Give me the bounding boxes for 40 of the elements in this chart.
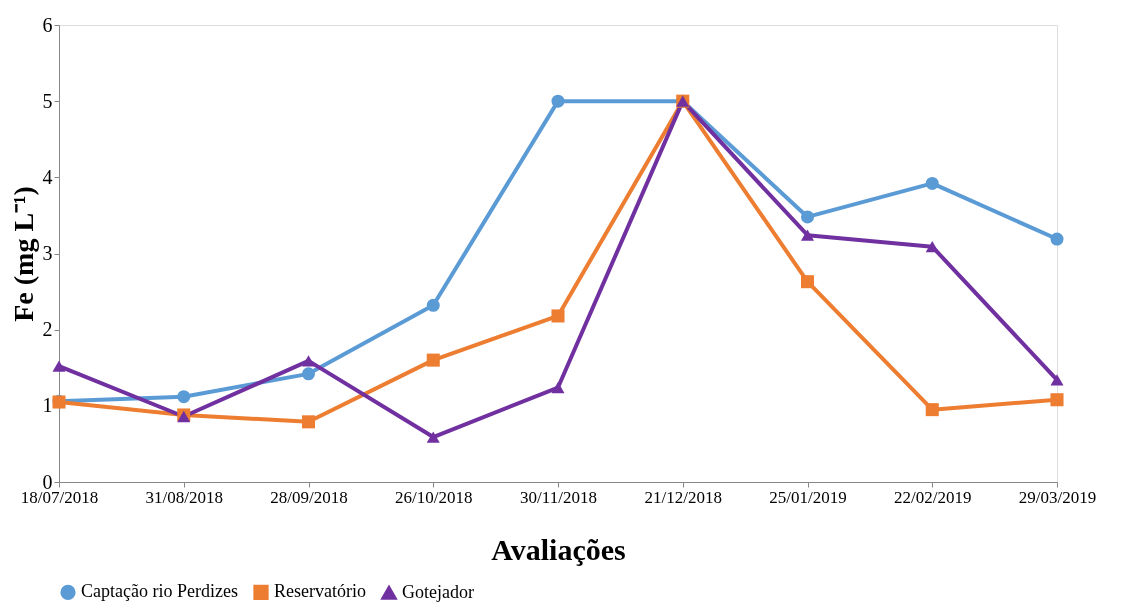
x-tick-label: 28/09/2018 xyxy=(270,487,348,507)
point xyxy=(301,415,316,429)
point xyxy=(551,309,565,323)
point xyxy=(800,275,815,289)
legend-label: Gotejador xyxy=(402,581,474,602)
y-tick-label: 5 xyxy=(42,89,53,112)
x-tick-label: 31/08/2018 xyxy=(145,487,223,507)
point xyxy=(551,94,565,108)
x-tick-label: 30/11/2018 xyxy=(520,487,597,507)
point xyxy=(925,241,939,253)
point xyxy=(426,353,440,367)
x-axis-title: Avaliações xyxy=(491,532,626,566)
y-tick-label: 3 xyxy=(42,242,53,264)
point xyxy=(426,298,440,312)
point xyxy=(1050,374,1064,386)
y-tick-label: 2 xyxy=(42,318,53,341)
x-tick-label: 26/10/2018 xyxy=(395,487,473,507)
y-axis-title: Fe (mg L⁻¹) xyxy=(7,186,39,322)
x-tick-label: 29/03/2019 xyxy=(1018,487,1097,507)
x-tick-label: 25/01/2019 xyxy=(769,487,847,507)
point xyxy=(1050,393,1064,407)
point xyxy=(800,229,815,241)
point xyxy=(800,210,815,224)
point xyxy=(52,360,66,372)
point xyxy=(925,403,939,417)
point xyxy=(925,176,939,190)
point xyxy=(551,381,565,394)
x-tick-label: 22/02/2019 xyxy=(894,487,972,507)
y-tick-label: 1 xyxy=(42,394,53,417)
legend-label: Reservatório xyxy=(274,581,366,602)
point xyxy=(1050,232,1064,246)
y-tick-label: 0 xyxy=(42,470,53,493)
point xyxy=(301,355,316,367)
legend-label: Captação rio Perdizes xyxy=(81,581,238,602)
point xyxy=(301,367,316,381)
y-tick-label: 6 xyxy=(42,13,53,36)
y-tick-label: 4 xyxy=(42,165,53,188)
point xyxy=(177,390,191,404)
x-tick-label: 21/12/2018 xyxy=(644,487,722,507)
point xyxy=(426,431,440,443)
